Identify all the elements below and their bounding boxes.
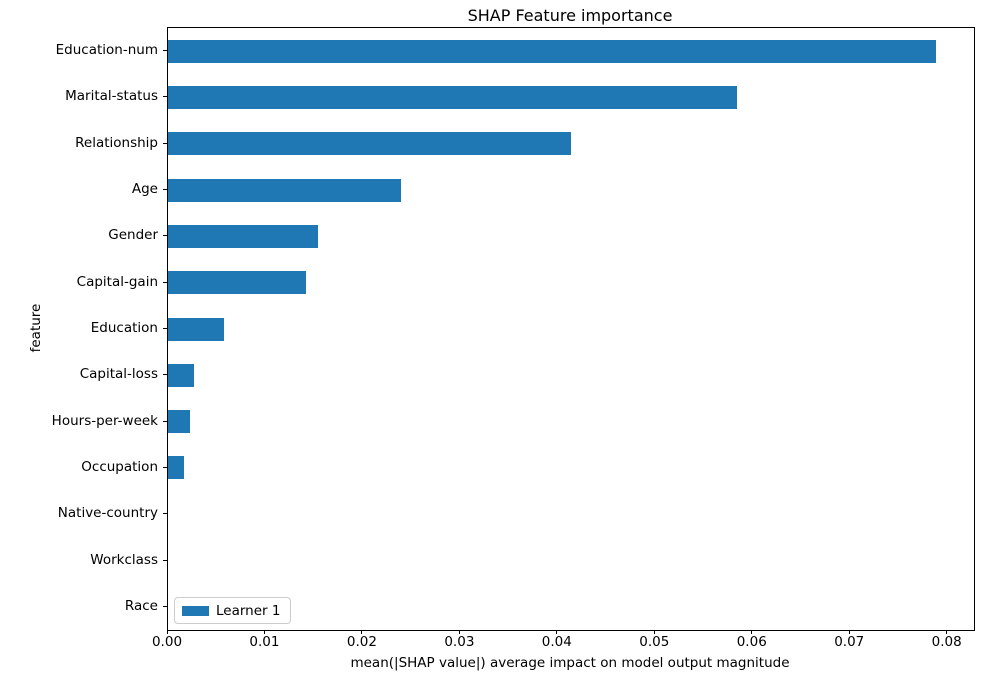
ytick-label-age: Age <box>131 181 158 198</box>
xtick-label-0.02: 0.02 <box>346 634 377 650</box>
xtick-label-0.05: 0.05 <box>639 634 670 650</box>
ytick-mark-workclass <box>163 559 167 561</box>
ytick-mark-occupation <box>163 466 167 468</box>
xtick-label-0.03: 0.03 <box>444 634 475 650</box>
bar-capital-loss <box>168 363 195 387</box>
xtick-mark-0.03 <box>458 630 460 634</box>
bar-relationship <box>168 132 571 156</box>
ytick-mark-gender <box>163 235 167 237</box>
bar-age <box>168 178 401 202</box>
ytick-mark-capital-loss <box>163 374 167 376</box>
ytick-label-occupation: Occupation <box>81 458 158 475</box>
ytick-mark-education-num <box>163 50 167 52</box>
xtick-label-0.01: 0.01 <box>249 634 280 650</box>
xtick-mark-0.07 <box>848 630 850 634</box>
xtick-label-0.00: 0.00 <box>151 634 183 650</box>
xtick-mark-0.08 <box>946 630 948 634</box>
xtick-label-0.07: 0.07 <box>834 634 865 650</box>
ytick-mark-native-country <box>163 513 167 515</box>
xtick-mark-0.06 <box>751 630 753 634</box>
bar-education-num <box>168 39 936 63</box>
ytick-label-race: Race <box>124 597 158 614</box>
xtick-mark-0.04 <box>556 630 558 634</box>
chart-title: SHAP Feature importance <box>467 6 673 25</box>
bar-hours-per-week <box>168 410 191 434</box>
ytick-label-hours-per-week: Hours-per-week <box>51 412 158 429</box>
ytick-mark-marital-status <box>163 96 167 98</box>
bar-gender <box>168 224 319 248</box>
ytick-mark-education <box>163 328 167 329</box>
xtick-label-0.04: 0.04 <box>541 634 572 650</box>
ytick-label-education-num: Education-num <box>55 42 158 59</box>
xtick-mark-0.02 <box>361 630 363 634</box>
bar-marital-status <box>168 85 738 109</box>
ytick-label-native-country: Native-country <box>57 505 158 522</box>
ytick-label-gender: Gender <box>108 227 158 244</box>
y-axis-label: feature <box>28 303 44 353</box>
legend-label: Learner 1 <box>216 602 281 619</box>
bar-education <box>168 317 224 341</box>
ytick-mark-age <box>163 189 167 191</box>
legend-swatch <box>182 605 209 616</box>
bar-capital-gain <box>168 271 307 295</box>
x-axis-label: mean(|SHAP value|) average impact on mod… <box>350 655 790 671</box>
ytick-label-relationship: Relationship <box>75 134 158 151</box>
ytick-mark-race <box>163 605 167 607</box>
ytick-label-marital-status: Marital-status <box>65 88 158 105</box>
plot-area: Learner 1 <box>167 27 975 631</box>
ytick-mark-hours-per-week <box>163 420 167 422</box>
legend: Learner 1 <box>174 597 292 624</box>
bar-occupation <box>168 456 184 480</box>
ytick-label-workclass: Workclass <box>90 551 158 568</box>
ytick-label-capital-gain: Capital-gain <box>76 273 158 290</box>
ytick-label-capital-loss: Capital-loss <box>79 366 158 383</box>
xtick-label-0.06: 0.06 <box>736 634 767 650</box>
ytick-mark-capital-gain <box>163 281 167 283</box>
ytick-mark-relationship <box>163 142 167 144</box>
xtick-mark-0.05 <box>653 630 655 634</box>
ytick-label-education: Education <box>90 320 158 336</box>
xtick-label-0.08: 0.08 <box>931 634 962 650</box>
xtick-mark-0.00 <box>166 630 168 634</box>
xtick-mark-0.01 <box>263 630 265 634</box>
